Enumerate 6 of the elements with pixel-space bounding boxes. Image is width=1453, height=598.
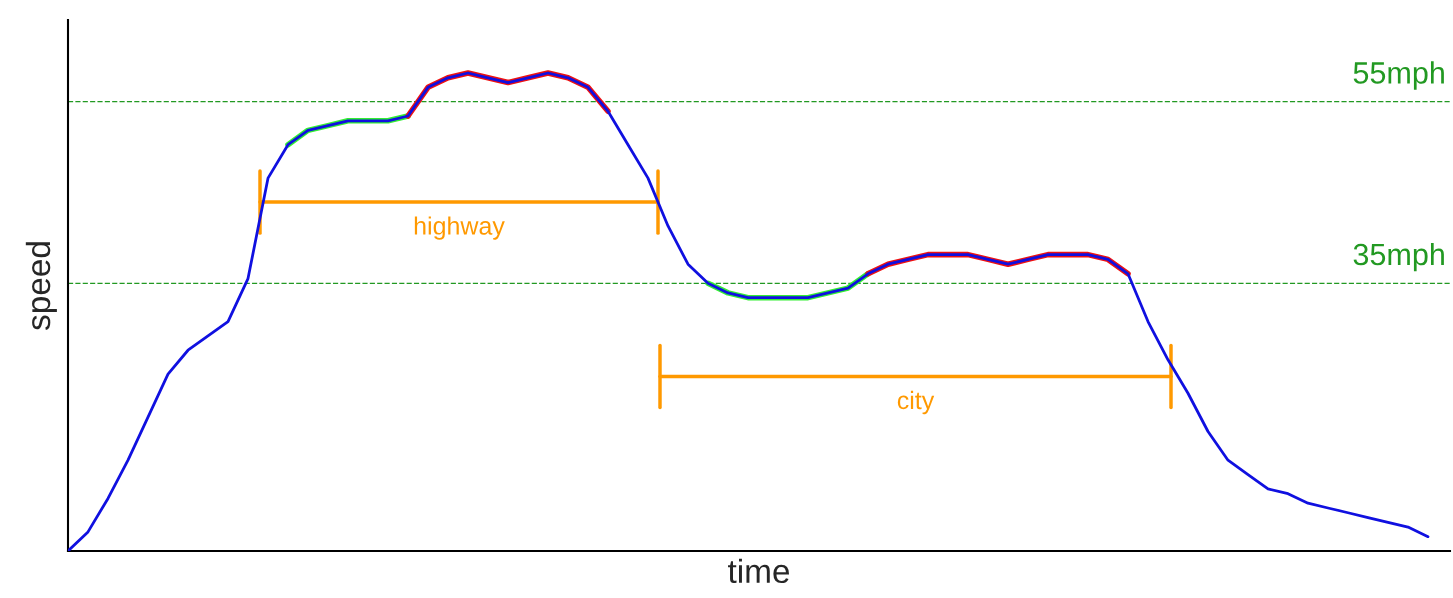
annotation: highway xyxy=(414,216,505,240)
ref-line-label: 55mph xyxy=(1353,61,1444,90)
annotation: city xyxy=(897,390,935,415)
x-axis-title: time xyxy=(728,558,790,584)
ref-line-label: 35mph xyxy=(1353,242,1444,272)
y-axis-title: speed xyxy=(25,242,57,330)
